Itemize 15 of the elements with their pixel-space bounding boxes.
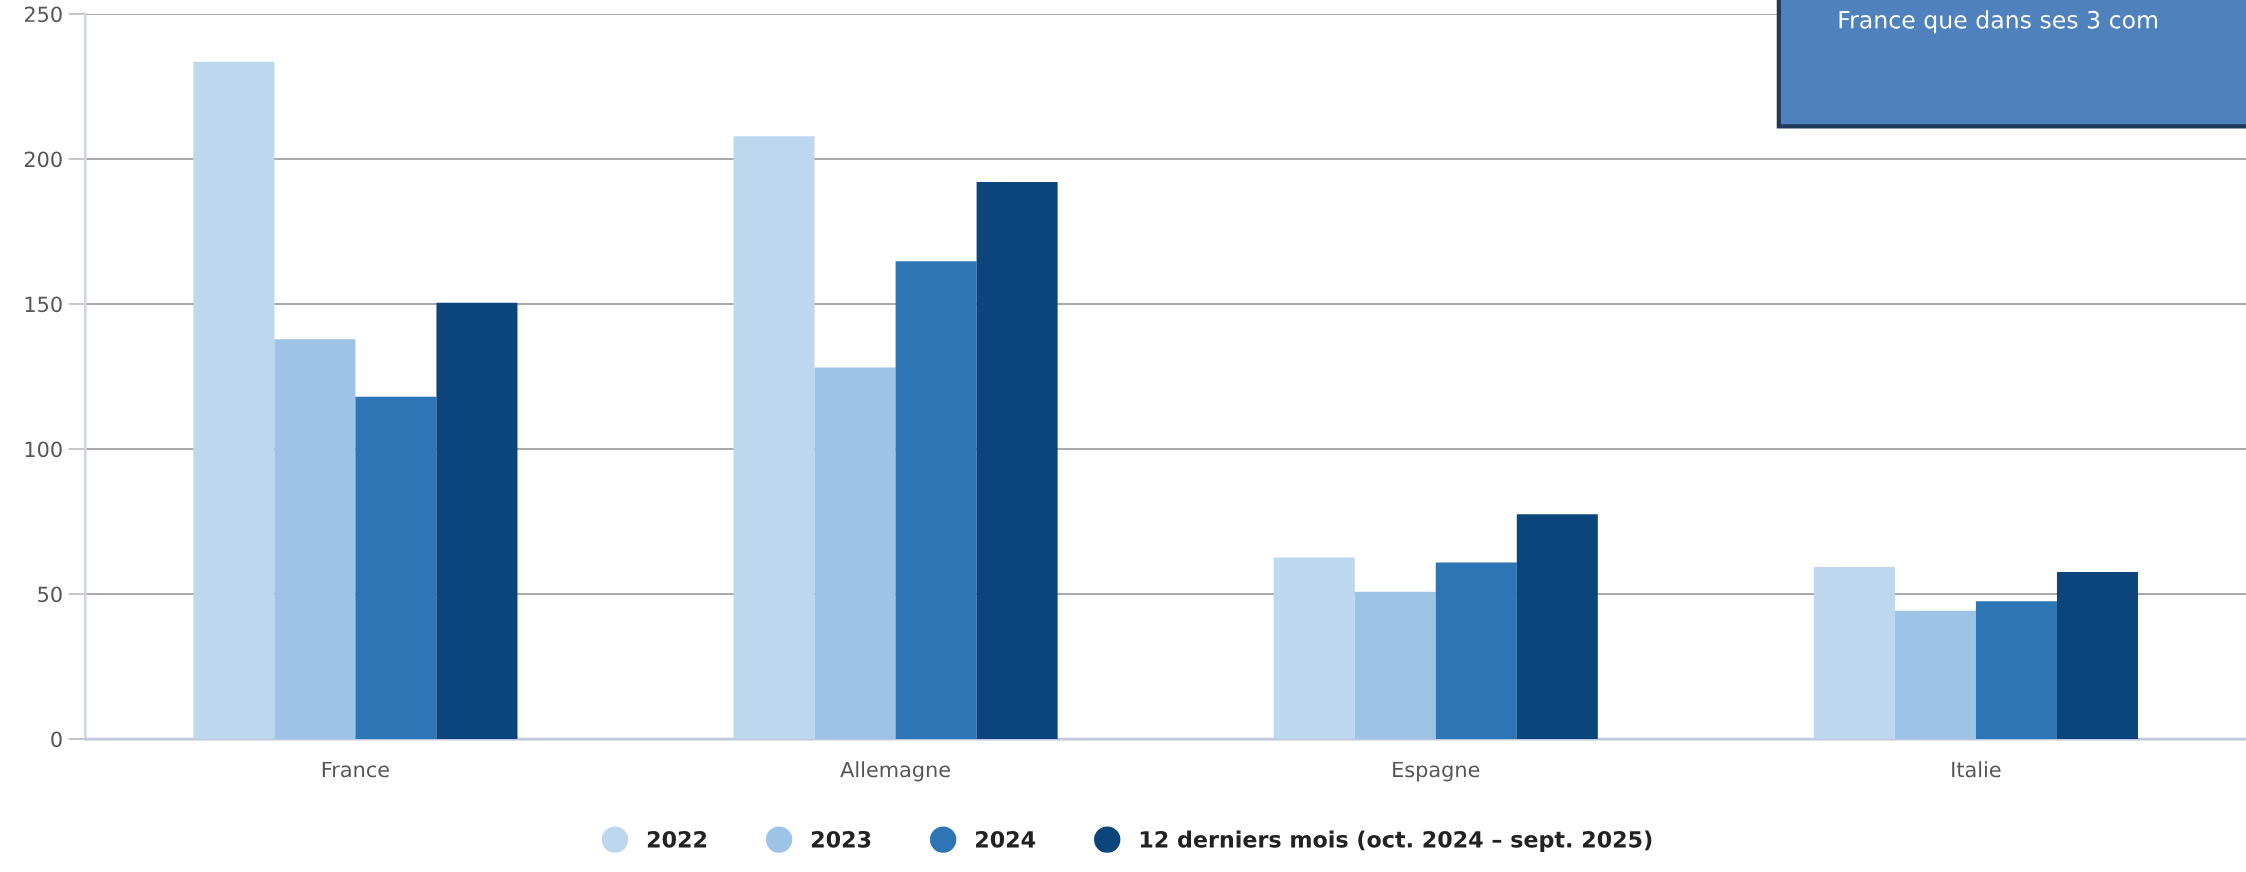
x-tick-label: Italie xyxy=(1952,761,2001,778)
y-tick-label: 0 xyxy=(51,731,62,748)
y-tick-label: 250 xyxy=(24,6,62,23)
x-tick-label: France xyxy=(322,761,389,778)
annotation: France que dans ses 3 com xyxy=(1839,10,2158,34)
y-tick-label: 100 xyxy=(25,441,62,458)
x-tick-label: Espagne xyxy=(1393,761,1480,782)
legend-label: 12 derniers mois (oct. 2024 – sept. 2025) xyxy=(1140,830,1652,852)
legend-label: 2023 xyxy=(811,830,871,848)
x-tick-label: Allemagne xyxy=(840,761,950,782)
y-tick-label: 150 xyxy=(25,296,62,313)
legend-label: 2022 xyxy=(647,830,707,848)
y-tick-label: 50 xyxy=(38,586,62,603)
y-tick-label: 200 xyxy=(24,151,62,168)
legend-label: 2024 xyxy=(976,830,1036,848)
